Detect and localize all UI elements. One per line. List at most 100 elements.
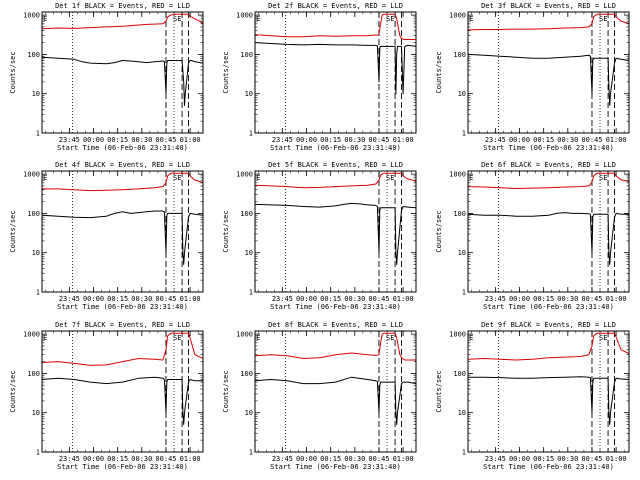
plot-frame [467, 330, 630, 453]
y-axis-label: Counts/sec [435, 51, 443, 93]
y-tick-label: 1 [36, 130, 40, 138]
series-line-events [467, 53, 630, 106]
chart-title: Det 5f BLACK = Events, RED = LLD [268, 161, 403, 169]
interval-annotation: SE [599, 174, 607, 182]
x-tick-label: 23:45 [59, 295, 80, 303]
interval-annotation: E [43, 174, 47, 182]
interval-annotation: SE [599, 334, 607, 342]
interval-annotation: SE [173, 174, 181, 182]
chart-panel-3: Det 3f BLACK = Events, RED = LLD Counts/s… [435, 2, 630, 152]
x-tick-label: 00:45 [581, 136, 602, 144]
y-tick-label: 10 [32, 90, 40, 98]
x-tick-label: 00:30 [131, 455, 152, 463]
y-tick-label: 100 [453, 51, 466, 59]
x-tick-label: 00:30 [344, 455, 365, 463]
x-tick-label: 01:00 [606, 136, 627, 144]
x-axis-label: Start Time (06-Feb-06 23:31:40) [57, 144, 188, 152]
series-line-events [41, 210, 204, 265]
y-tick-label: 1000 [236, 331, 253, 339]
x-tick-label: 00:15 [107, 455, 128, 463]
x-tick-label: 00:00 [509, 455, 530, 463]
series-line-lld [467, 332, 630, 361]
y-tick-label: 100 [453, 370, 466, 378]
plot-frame [467, 11, 630, 134]
plot-frame [41, 330, 204, 453]
interval-annotation: E [43, 15, 47, 23]
y-tick-label: 10 [245, 90, 253, 98]
series-line-events [467, 212, 629, 265]
y-tick-label: 100 [240, 210, 253, 218]
x-tick-label: 00:30 [557, 455, 578, 463]
x-tick-label: 00:45 [155, 455, 176, 463]
x-tick-label: 00:00 [509, 136, 530, 144]
x-tick-label: 01:00 [180, 455, 201, 463]
x-tick-label: 00:15 [533, 455, 554, 463]
y-tick-label: 10 [458, 249, 466, 257]
plot-frame [254, 170, 417, 293]
series-line-lld [254, 13, 416, 40]
interval-annotation: E [469, 174, 473, 182]
chart-title: Det 2f BLACK = Events, RED = LLD [268, 2, 403, 10]
series-line-events [41, 376, 203, 425]
series-line-events [468, 376, 630, 425]
x-tick-label: 23:45 [272, 136, 293, 144]
x-tick-label: 01:00 [393, 455, 414, 463]
x-tick-label: 23:45 [59, 136, 80, 144]
interval-annotation: E [469, 15, 473, 23]
y-axis-label: Counts/sec [9, 370, 17, 412]
x-tick-label: 00:00 [83, 455, 104, 463]
y-axis-label: Counts/sec [435, 210, 443, 252]
chart-panel-6: Det 6f BLACK = Events, RED = LLD Counts/s… [435, 161, 630, 311]
plot-frame [254, 11, 417, 134]
chart-title: Det 9f BLACK = Events, RED = LLD [481, 321, 616, 329]
y-tick-label: 100 [27, 370, 40, 378]
y-tick-label: 10 [458, 90, 466, 98]
x-tick-label: 00:15 [533, 136, 554, 144]
x-tick-label: 00:30 [344, 136, 365, 144]
series-line-lld [41, 332, 204, 366]
x-tick-label: 00:00 [296, 295, 317, 303]
x-tick-label: 00:15 [107, 136, 128, 144]
chart-panel-8: Det 8f BLACK = Events, RED = LLD Counts/s… [222, 321, 417, 471]
x-tick-label: 00:45 [581, 295, 602, 303]
plot-frame [254, 330, 417, 453]
y-tick-label: 10 [32, 409, 40, 417]
interval-annotation: SE [173, 15, 181, 23]
y-tick-label: 1000 [449, 171, 466, 179]
y-tick-label: 1 [249, 130, 253, 138]
x-axis-label: Start Time (06-Feb-06 23:31:40) [270, 463, 401, 471]
x-tick-label: 00:00 [509, 295, 530, 303]
y-tick-label: 10 [245, 409, 253, 417]
x-tick-label: 00:45 [368, 295, 389, 303]
x-tick-label: 00:45 [155, 295, 176, 303]
x-tick-label: 00:30 [131, 136, 152, 144]
y-tick-label: 1000 [449, 12, 466, 20]
series-line-lld [41, 13, 204, 30]
x-tick-label: 23:45 [272, 455, 293, 463]
y-tick-label: 1 [249, 449, 253, 457]
x-tick-label: 00:00 [296, 136, 317, 144]
x-tick-label: 00:30 [557, 295, 578, 303]
x-axis-label: Start Time (06-Feb-06 23:31:40) [270, 144, 401, 152]
interval-annotation: E [469, 334, 473, 342]
x-tick-label: 23:45 [485, 295, 506, 303]
x-tick-label: 00:15 [533, 295, 554, 303]
x-axis-label: Start Time (06-Feb-06 23:31:40) [483, 144, 614, 152]
x-tick-label: 00:15 [320, 295, 341, 303]
x-tick-label: 23:45 [59, 455, 80, 463]
interval-annotation: SE [173, 334, 181, 342]
x-tick-label: 23:45 [485, 455, 506, 463]
chart-panel-5: Det 5f BLACK = Events, RED = LLD Counts/s… [222, 161, 417, 311]
interval-annotation: E [256, 15, 260, 23]
chart-title: Det 8f BLACK = Events, RED = LLD [268, 321, 403, 329]
x-tick-label: 01:00 [180, 295, 201, 303]
x-tick-label: 23:45 [272, 295, 293, 303]
x-axis-label: Start Time (06-Feb-06 23:31:40) [57, 303, 188, 311]
chart-title: Det 3f BLACK = Events, RED = LLD [481, 2, 616, 10]
y-tick-label: 1 [36, 289, 40, 297]
x-tick-label: 00:30 [344, 295, 365, 303]
x-tick-label: 00:45 [368, 455, 389, 463]
y-tick-label: 100 [240, 370, 253, 378]
series-line-events [41, 56, 204, 106]
